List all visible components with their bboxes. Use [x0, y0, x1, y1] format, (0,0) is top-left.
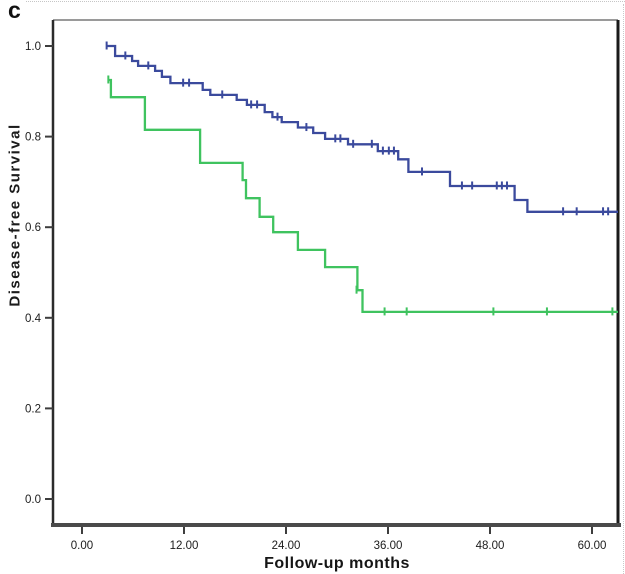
x-tick-label: 36.00	[374, 540, 403, 552]
series-group-blue-curve	[106, 44, 618, 213]
y-tick-label: 0.8	[25, 132, 41, 144]
series-group-green-curve	[108, 78, 618, 314]
y-tick-label: 0.6	[25, 222, 41, 234]
y-tick-label: 0.4	[25, 313, 42, 325]
panel-label: c	[8, 0, 21, 23]
y-tick-label: 1.0	[25, 41, 41, 53]
x-tick-label: 48.00	[476, 540, 505, 552]
y-tick-label: 0.0	[25, 494, 41, 506]
x-axis-title: Follow-up months	[264, 555, 410, 572]
x-tick-label: 24.00	[272, 540, 301, 552]
y-tick-label: 0.2	[25, 403, 41, 415]
figure-border-dotted-top	[26, 1, 625, 2]
x-tick-label: 60.00	[578, 540, 607, 552]
figure-border-dotted-right	[623, 4, 624, 574]
x-tick-label: 12.00	[170, 540, 199, 552]
x-tick-label: 0.00	[71, 540, 93, 552]
y-axis-title: Disease-free Survival	[6, 123, 24, 307]
